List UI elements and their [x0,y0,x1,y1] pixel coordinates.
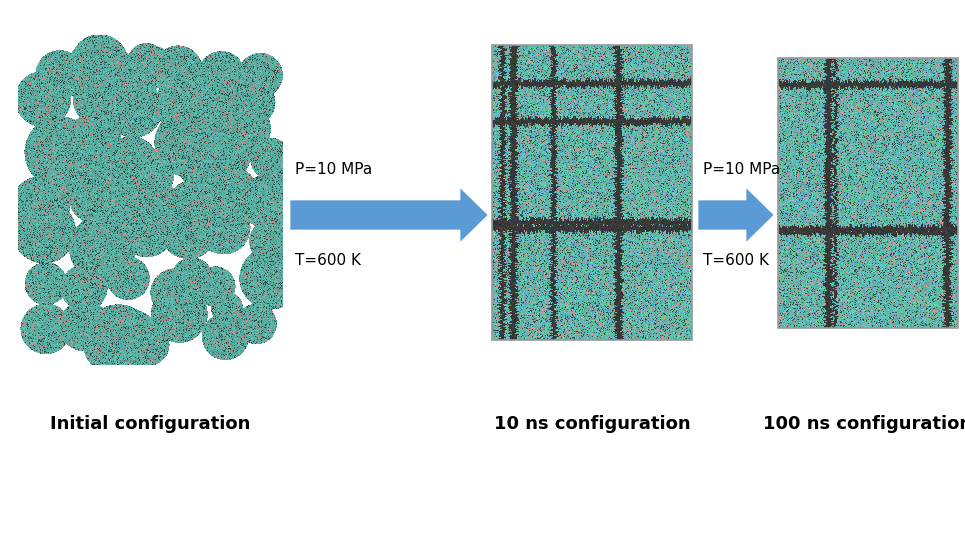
Text: T=600 K: T=600 K [703,253,769,268]
Text: Initial configuration: Initial configuration [50,415,251,433]
Text: P=10 MPa: P=10 MPa [703,162,781,177]
FancyArrow shape [290,187,488,243]
Text: 100 ns configuration: 100 ns configuration [763,415,965,433]
Text: 10 ns configuration: 10 ns configuration [494,415,690,433]
Text: P=10 MPa: P=10 MPa [295,162,372,177]
FancyArrow shape [698,187,774,243]
Text: T=600 K: T=600 K [295,253,361,268]
Bar [492,45,692,340]
Bar [778,58,958,328]
